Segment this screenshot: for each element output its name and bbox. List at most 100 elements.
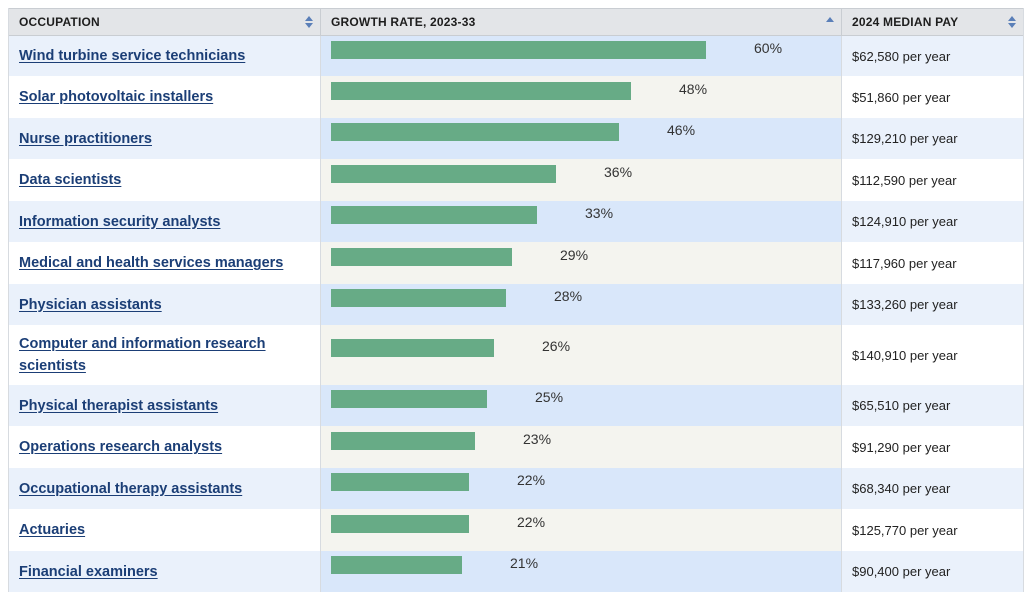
column-header-occupation[interactable]: OCCUPATION [9, 9, 321, 35]
growth-cell: 48% [321, 76, 842, 118]
column-header-growth-label: GROWTH RATE, 2023-33 [331, 15, 476, 29]
median-pay-value: $133,260 per year [852, 297, 958, 312]
occupation-cell: Wind turbine service technicians [9, 36, 321, 76]
occupation-cell: Computer and information research scient… [9, 325, 321, 385]
median-pay-value: $117,960 per year [852, 255, 957, 271]
median-pay-value: $91,290 per year [852, 439, 951, 455]
median-pay-cell: $117,960 per year [842, 242, 1023, 284]
growth-value-label: 60% [754, 40, 783, 56]
median-pay-value: $140,910 per year [852, 347, 958, 363]
median-pay-value: $125,770 per year [852, 522, 958, 538]
sort-both-icon[interactable] [304, 15, 314, 29]
occupation-cell: Physician assistants [9, 284, 321, 325]
growth-cell: 33% [321, 201, 842, 242]
table-row: Physician assistants 28% $133,260 per year [9, 284, 1023, 325]
table-row: Medical and health services managers 29% $… [9, 242, 1023, 284]
median-pay-value: $68,340 per year [852, 481, 951, 496]
median-pay-value: $62,580 per year [852, 48, 951, 64]
occupation-cell: Actuaries [9, 509, 321, 551]
median-pay-value: $129,210 per year [852, 131, 958, 146]
growth-cell: 25% [321, 385, 842, 426]
table-row: Computer and information research scient… [9, 325, 1023, 385]
growth-cell: 36% [321, 159, 842, 201]
column-header-pay-label: 2024 MEDIAN PAY [852, 15, 959, 29]
occupations-table: OCCUPATION GROWTH RATE, 2023-33 2024 MED… [8, 8, 1024, 592]
growth-value-label: 28% [554, 288, 583, 304]
occupation-link[interactable]: Actuaries [19, 522, 86, 538]
growth-value-label: 29% [560, 247, 589, 263]
growth-bar [331, 82, 631, 100]
table-row: Solar photovoltaic installers 48% $51,860 … [9, 76, 1023, 118]
median-pay-value: $65,510 per year [852, 398, 951, 413]
occupation-link[interactable]: Information security analysts [19, 213, 221, 230]
median-pay-cell: $90,400 per year [842, 551, 1023, 592]
growth-value-label: 33% [585, 205, 614, 221]
growth-value-label: 46% [667, 122, 696, 138]
table-row: Actuaries 22% $125,770 per year [9, 509, 1023, 551]
median-pay-cell: $51,860 per year [842, 76, 1023, 118]
growth-bar [331, 123, 619, 141]
occupation-cell: Nurse practitioners [9, 118, 321, 159]
growth-bar [331, 339, 494, 357]
growth-bar [331, 390, 487, 408]
median-pay-value: $51,860 per year [852, 89, 951, 105]
growth-value-label: 22% [517, 514, 546, 530]
table-row: Occupational therapy assistants 22% $68,34… [9, 468, 1023, 509]
growth-bar [331, 165, 556, 183]
table-header: OCCUPATION GROWTH RATE, 2023-33 2024 MED… [9, 8, 1023, 36]
growth-value-label: 36% [604, 164, 633, 180]
occupation-link[interactable]: Data scientists [19, 172, 122, 188]
sort-both-icon[interactable] [1007, 15, 1017, 29]
table-row: Operations research analysts 23% $91,290 p… [9, 426, 1023, 468]
occupation-link[interactable]: Occupational therapy assistants [19, 480, 243, 497]
column-header-pay[interactable]: 2024 MEDIAN PAY [842, 9, 1023, 35]
occupation-link[interactable]: Physician assistants [19, 296, 162, 313]
occupation-link[interactable]: Nurse practitioners [19, 130, 152, 147]
occupation-link[interactable]: Medical and health services managers [19, 255, 284, 271]
growth-cell: 28% [321, 284, 842, 325]
occupation-link[interactable]: Operations research analysts [19, 439, 223, 455]
growth-cell: 22% [321, 468, 842, 509]
table-row: Wind turbine service technicians 60% $62,5… [9, 36, 1023, 76]
growth-cell: 29% [321, 242, 842, 284]
occupation-link[interactable]: Physical therapist assistants [19, 397, 219, 414]
table-row: Nurse practitioners 46% $129,210 per year [9, 118, 1023, 159]
growth-bar [331, 41, 706, 59]
occupation-link[interactable]: Financial examiners [19, 563, 158, 580]
occupation-cell: Financial examiners [9, 551, 321, 592]
growth-bar [331, 289, 506, 307]
occupation-cell: Medical and health services managers [9, 242, 321, 284]
occupation-cell: Occupational therapy assistants [9, 468, 321, 509]
median-pay-cell: $140,910 per year [842, 325, 1023, 385]
growth-bar [331, 432, 475, 450]
growth-bar [331, 515, 469, 533]
occupation-link[interactable]: Wind turbine service technicians [19, 48, 246, 64]
median-pay-cell: $112,590 per year [842, 159, 1023, 201]
occupation-cell: Physical therapist assistants [9, 385, 321, 426]
growth-bar [331, 556, 462, 574]
growth-value-label: 21% [510, 555, 539, 571]
growth-bar [331, 206, 537, 224]
growth-bar [331, 473, 469, 491]
median-pay-cell: $91,290 per year [842, 426, 1023, 468]
column-header-occupation-label: OCCUPATION [19, 15, 100, 29]
column-header-growth[interactable]: GROWTH RATE, 2023-33 [321, 9, 842, 35]
growth-cell: 22% [321, 509, 842, 551]
growth-value-label: 22% [517, 472, 546, 488]
growth-cell: 46% [321, 118, 842, 159]
table-row: Information security analysts 33% $124,910… [9, 201, 1023, 242]
occupation-link[interactable]: Computer and information research scient… [19, 336, 266, 374]
occupation-link[interactable]: Solar photovoltaic installers [19, 89, 214, 105]
median-pay-cell: $133,260 per year [842, 284, 1023, 325]
growth-value-label: 26% [542, 338, 571, 354]
occupation-cell: Operations research analysts [9, 426, 321, 468]
median-pay-cell: $129,210 per year [842, 118, 1023, 159]
median-pay-cell: $62,580 per year [842, 36, 1023, 76]
growth-value-label: 25% [535, 389, 564, 405]
table-row: Physical therapist assistants 25% $65,510 … [9, 385, 1023, 426]
sort-ascending-icon[interactable] [825, 15, 835, 29]
table-row: Financial examiners 21% $90,400 per year [9, 551, 1023, 592]
occupation-cell: Data scientists [9, 159, 321, 201]
growth-value-label: 48% [679, 81, 708, 97]
growth-cell: 26% [321, 325, 842, 385]
